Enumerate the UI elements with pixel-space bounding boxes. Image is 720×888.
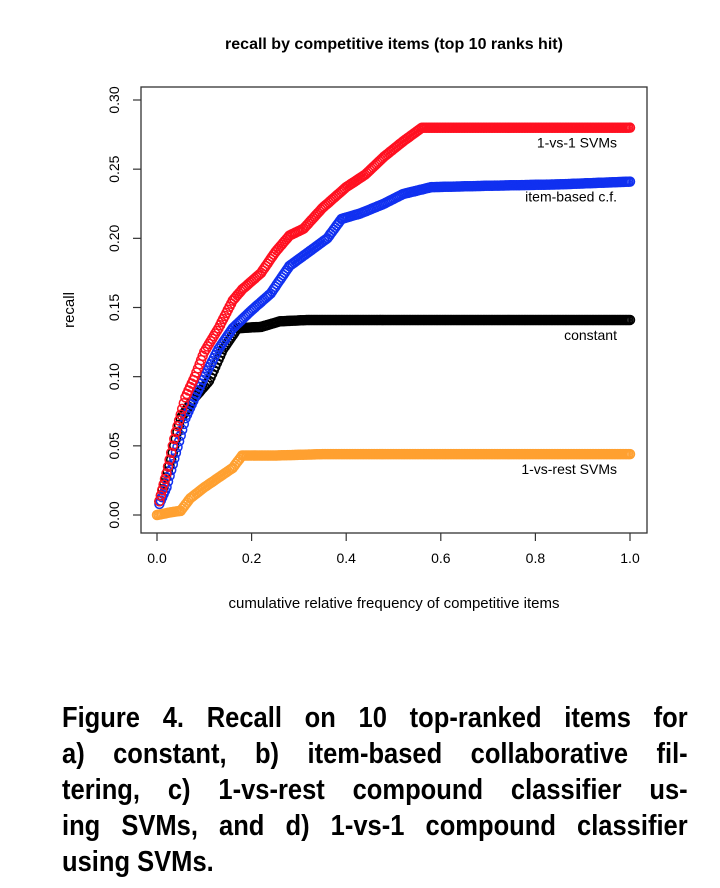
data-point <box>205 336 216 347</box>
x-tick-label: 0.0 <box>147 550 167 566</box>
data-point <box>175 409 186 420</box>
data-point <box>154 495 165 507</box>
x-axis: 0.0 0.2 0.4 0.6 0.8 1.0 <box>147 533 640 566</box>
x-axis-label: cumulative relative frequency of competi… <box>229 595 560 612</box>
caption-line: a) constant, b) item-based collaborative… <box>62 738 688 770</box>
y-tick-label: 0.15 <box>106 294 122 321</box>
series-1-vs-rest-svms <box>151 448 636 521</box>
data-point <box>624 448 636 460</box>
data-point <box>203 338 215 350</box>
data-point <box>202 341 213 352</box>
data-point <box>156 484 168 496</box>
data-point <box>169 433 180 445</box>
data-point <box>176 403 188 415</box>
data-point <box>208 330 220 342</box>
data-point <box>235 452 246 463</box>
series-label: item-based c.f. <box>525 189 617 205</box>
y-tick-label: 0.05 <box>106 432 122 459</box>
caption-line: ing SVMs, and d) 1-vs-1 compound classif… <box>62 810 688 842</box>
series-labels: 1-vs-1 SVMs item-based c.f. constant 1-vs-r… <box>521 135 617 477</box>
series-label: 1-vs-rest SVMs <box>521 461 617 477</box>
series-label: constant <box>564 327 617 343</box>
data-point <box>158 479 169 490</box>
chart-title: recall by competitive items (top 10 rank… <box>225 36 563 53</box>
caption-line: using SVMs. <box>62 846 214 878</box>
y-tick-label: 0.10 <box>106 363 122 390</box>
caption-line: tering, c) 1-vs-rest compound classifier… <box>62 774 688 806</box>
data-point <box>159 473 171 485</box>
data-point <box>624 122 636 133</box>
data-point <box>206 333 218 344</box>
y-tick-label: 0.00 <box>106 501 122 528</box>
caption-line: Figure 4. Recall on 10 top-ranked items … <box>62 702 688 734</box>
data-point <box>169 453 180 464</box>
data-point <box>172 420 183 432</box>
data-point <box>199 346 210 358</box>
data-point <box>211 325 223 337</box>
data-point <box>178 397 190 409</box>
y-tick-label: 0.25 <box>106 155 122 182</box>
series-1-vs-1-svms <box>154 122 636 507</box>
data-point <box>155 490 167 501</box>
data-point <box>170 426 182 438</box>
data-point <box>173 415 185 426</box>
x-tick-label: 0.6 <box>431 550 451 566</box>
y-axis-label: recall <box>61 292 78 328</box>
plot-frame <box>140 86 648 534</box>
x-tick-label: 0.8 <box>526 550 546 566</box>
series-item-based-c-f- <box>154 176 636 510</box>
data-point <box>624 314 636 326</box>
y-axis: 0.00 0.05 0.10 0.15 0.20 0.25 0.30 <box>106 86 141 529</box>
data-point <box>161 468 172 479</box>
x-tick-label: 0.2 <box>242 550 262 566</box>
data-point <box>164 454 175 465</box>
x-tick-label: 0.4 <box>336 550 356 566</box>
y-tick-label: 0.20 <box>106 224 122 251</box>
data-point <box>210 328 221 339</box>
data-point <box>165 447 177 459</box>
figure-caption: Figure 4. Recall on 10 top-ranked items … <box>62 700 688 880</box>
x-tick-label: 1.0 <box>620 550 640 566</box>
data-point <box>200 343 212 355</box>
data-point <box>162 461 174 472</box>
y-tick-label: 0.30 <box>106 86 122 113</box>
data-point <box>624 176 636 187</box>
series-layer <box>151 122 636 521</box>
data-point <box>167 440 179 452</box>
chart: recall by competitive items (top 10 rank… <box>61 36 648 612</box>
series-label: 1-vs-1 SVMs <box>537 135 617 151</box>
